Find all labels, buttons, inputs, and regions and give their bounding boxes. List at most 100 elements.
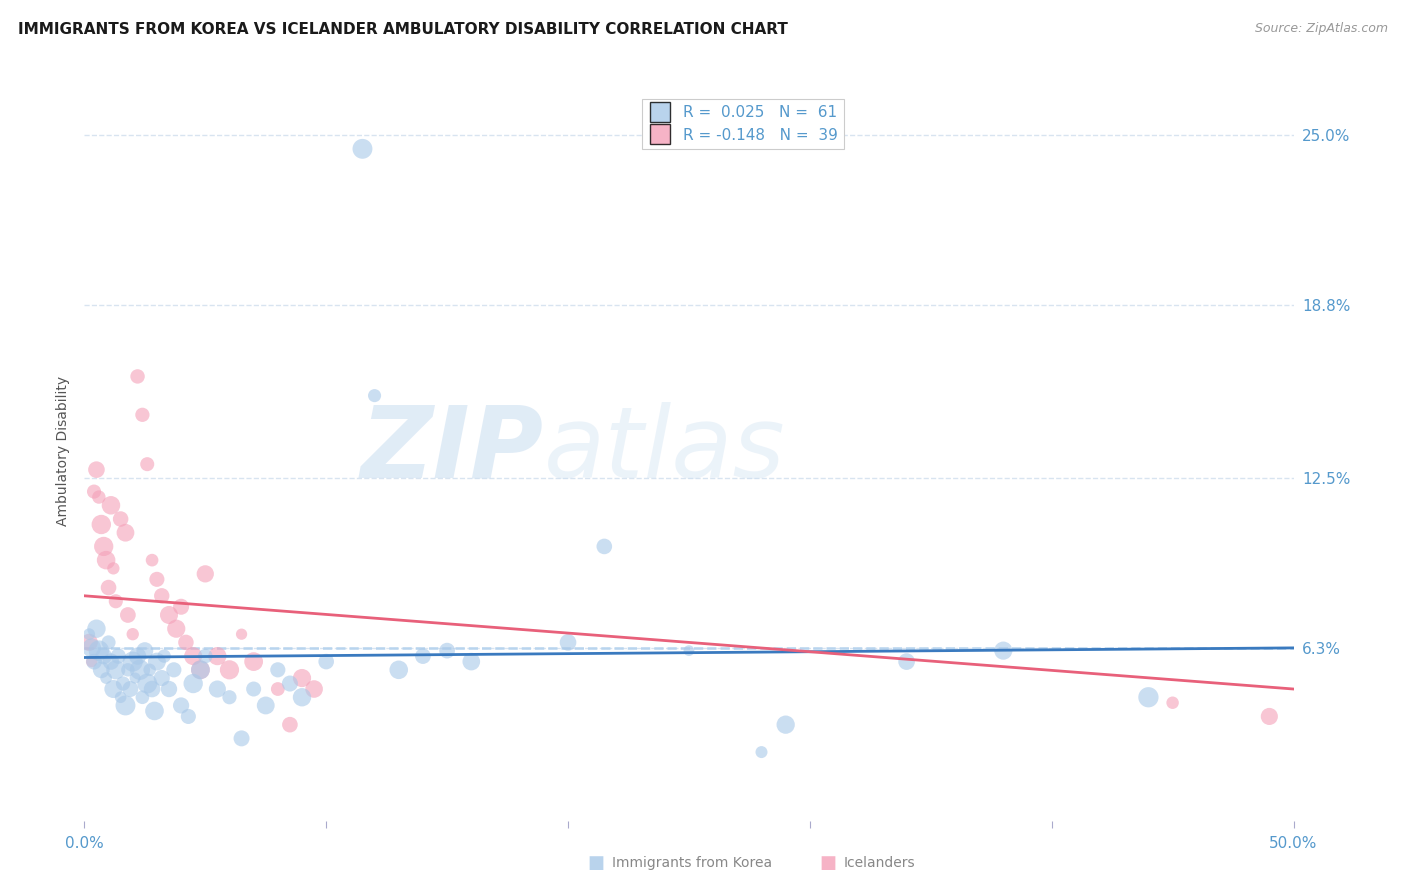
Text: atlas: atlas [544,402,786,499]
Point [112,676,135,690]
Point [194,649,217,664]
Text: ■: ■ [820,855,837,872]
Point [141,553,163,567]
Point [146,655,169,669]
Point [1258,709,1281,723]
Point [77,635,100,649]
Point [751,745,773,759]
Point [352,142,374,156]
Point [90,517,112,532]
Point [291,671,314,685]
Point [190,663,212,677]
Text: Source: ZipAtlas.com: Source: ZipAtlas.com [1254,22,1388,36]
Point [1137,690,1160,705]
Point [94,553,117,567]
Point [129,663,152,677]
Point [104,594,127,608]
Text: Immigrants from Korea: Immigrants from Korea [612,856,772,871]
Point [157,607,180,622]
Point [593,540,616,554]
Point [242,655,264,669]
Point [557,635,579,649]
Point [218,690,240,705]
Point [77,627,100,641]
Point [131,690,153,705]
Point [315,655,337,669]
Point [127,649,149,664]
Point [242,681,264,696]
Point [87,490,110,504]
Point [80,655,103,669]
Point [278,676,301,690]
Point [80,640,103,655]
Point [104,663,127,677]
Point [302,681,325,696]
Point [117,607,139,622]
Point [83,484,105,499]
Point [90,663,112,677]
Point [231,627,253,641]
Point [150,671,173,685]
Point [110,512,132,526]
Point [896,655,918,669]
Point [146,572,169,586]
Point [141,681,163,696]
Point [181,676,204,690]
Legend: R =  0.025   N =  61, R = -0.148   N =  39: R = 0.025 N = 61, R = -0.148 N = 39 [643,99,845,149]
Point [153,649,176,664]
Point [114,698,136,713]
Point [177,709,200,723]
Point [190,663,212,677]
Point [291,690,314,705]
Point [117,663,139,677]
Point [121,627,143,641]
Point [165,622,187,636]
Point [363,389,385,403]
Point [150,589,173,603]
Point [436,643,458,657]
Point [93,540,115,554]
Point [181,649,204,664]
Point [218,663,240,677]
Point [993,643,1015,657]
Point [138,663,160,677]
Point [278,717,301,731]
Point [174,635,197,649]
Point [103,561,125,575]
Point [83,655,105,669]
Point [412,649,434,664]
Point [103,681,125,696]
Point [136,457,159,471]
Point [267,681,290,696]
Point [87,643,110,657]
Point [170,698,193,713]
Point [194,566,217,581]
Point [114,525,136,540]
Point [163,663,186,677]
Point [124,671,146,685]
Point [207,681,229,696]
Text: ■: ■ [588,855,605,872]
Point [107,649,129,664]
Text: IMMIGRANTS FROM KOREA VS ICELANDER AMBULATORY DISABILITY CORRELATION CHART: IMMIGRANTS FROM KOREA VS ICELANDER AMBUL… [18,22,789,37]
Point [131,408,153,422]
Point [388,663,411,677]
Point [86,463,108,477]
Point [170,599,193,614]
Point [127,369,149,384]
Y-axis label: Ambulatory Disability: Ambulatory Disability [56,376,70,525]
Point [157,681,180,696]
Point [100,655,122,669]
Point [678,643,700,657]
Point [121,655,143,669]
Point [267,663,290,677]
Point [1161,696,1184,710]
Point [254,698,277,713]
Point [86,622,108,636]
Point [97,635,120,649]
Point [460,655,482,669]
Text: Icelanders: Icelanders [844,856,915,871]
Text: ZIP: ZIP [361,402,544,499]
Point [134,643,156,657]
Point [120,681,142,696]
